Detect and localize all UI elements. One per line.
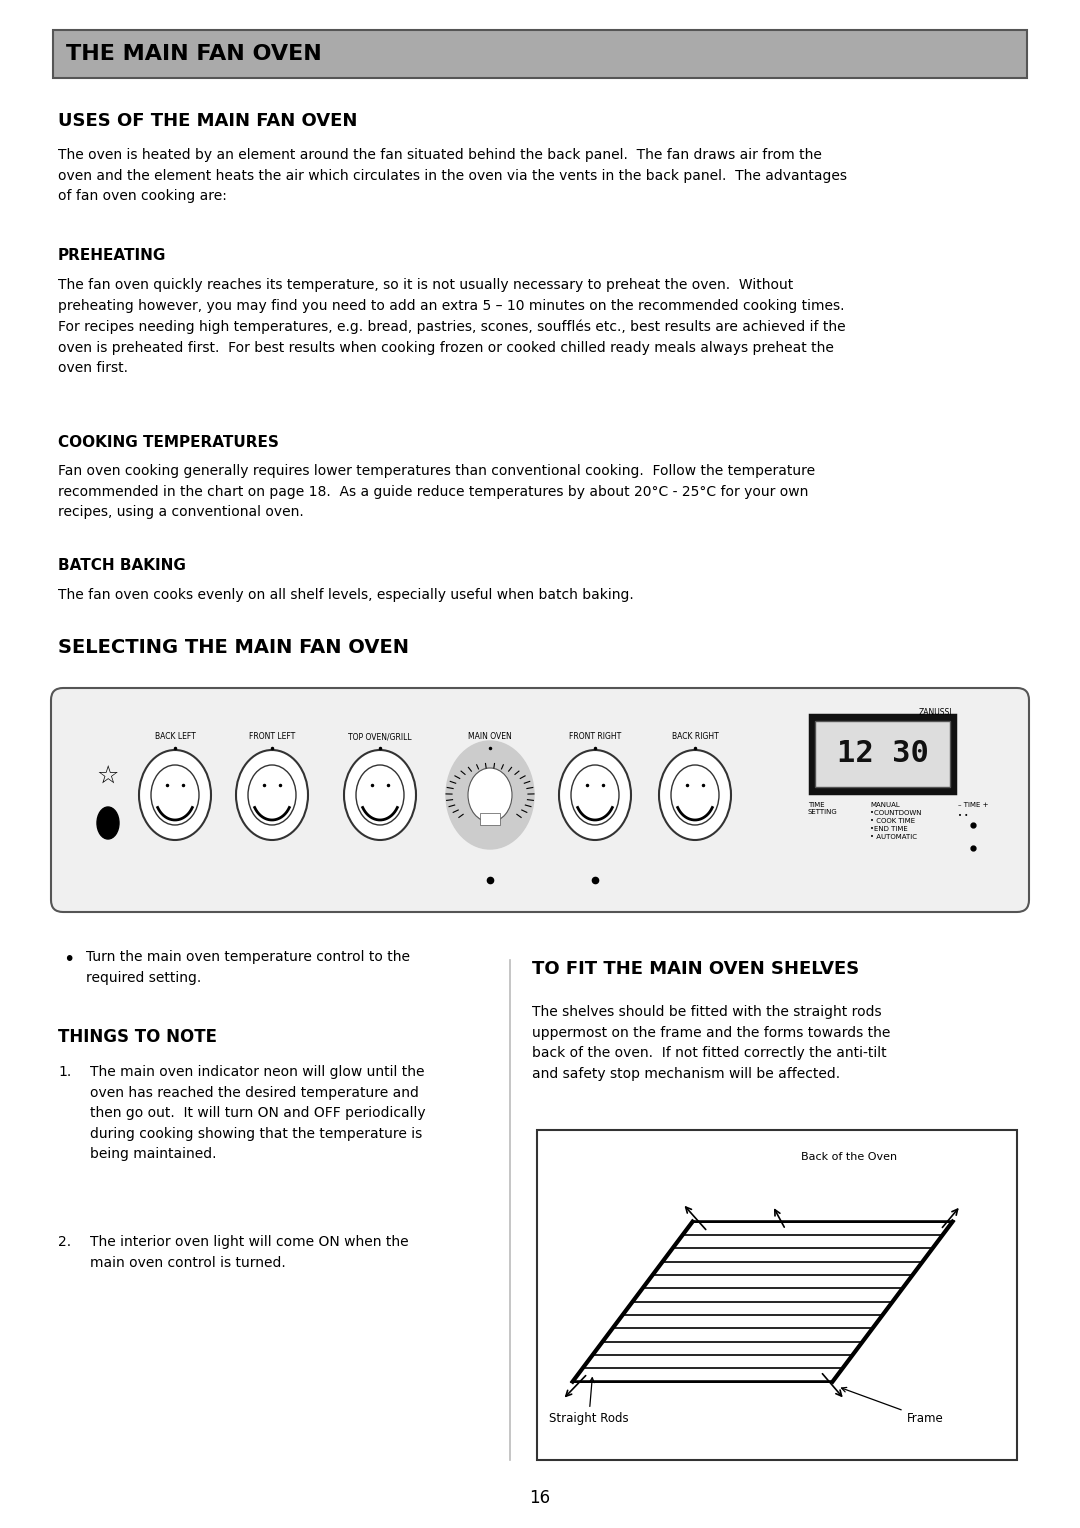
Ellipse shape (139, 750, 211, 840)
Text: BATCH BAKING: BATCH BAKING (58, 558, 186, 573)
Bar (537, 1131, 1017, 1459)
Text: FRONT RIGHT: FRONT RIGHT (569, 732, 621, 741)
Bar (810, 715, 955, 793)
Text: Back of the Oven: Back of the Oven (801, 1152, 897, 1161)
FancyBboxPatch shape (51, 688, 1029, 912)
Text: The fan oven cooks evenly on all shelf levels, especially useful when batch baki: The fan oven cooks evenly on all shelf l… (58, 588, 634, 602)
Text: ☆: ☆ (97, 766, 119, 788)
Ellipse shape (659, 750, 731, 840)
Ellipse shape (571, 766, 619, 825)
Text: Turn the main oven temperature control to the
required setting.: Turn the main oven temperature control t… (86, 950, 410, 984)
Bar (815, 721, 950, 787)
Text: 12 30: 12 30 (837, 740, 929, 769)
Text: USES OF THE MAIN FAN OVEN: USES OF THE MAIN FAN OVEN (58, 112, 357, 130)
Text: 2.: 2. (58, 1235, 71, 1248)
Ellipse shape (468, 769, 512, 822)
Text: ZANUSSI: ZANUSSI (918, 707, 951, 717)
Ellipse shape (559, 750, 631, 840)
Text: The fan oven quickly reaches its temperature, so it is not usually necessary to : The fan oven quickly reaches its tempera… (58, 278, 846, 376)
Text: Frame: Frame (841, 1387, 943, 1426)
Ellipse shape (248, 766, 296, 825)
Ellipse shape (345, 750, 416, 840)
Text: Fan oven cooking generally requires lower temperatures than conventional cooking: Fan oven cooking generally requires lowe… (58, 465, 815, 520)
Text: The main oven indicator neon will glow until the
oven has reached the desired te: The main oven indicator neon will glow u… (90, 1065, 426, 1161)
Text: PREHEATING: PREHEATING (58, 248, 166, 263)
Text: MAIN OVEN: MAIN OVEN (468, 732, 512, 741)
Text: THINGS TO NOTE: THINGS TO NOTE (58, 1028, 217, 1047)
Text: FRONT LEFT: FRONT LEFT (248, 732, 295, 741)
Text: THE MAIN FAN OVEN: THE MAIN FAN OVEN (66, 44, 322, 64)
Text: The interior oven light will come ON when the
main oven control is turned.: The interior oven light will come ON whe… (90, 1235, 408, 1270)
Bar (53, 31, 1027, 78)
Text: The oven is heated by an element around the fan situated behind the back panel. : The oven is heated by an element around … (58, 148, 847, 203)
Text: TIME
SETTING: TIME SETTING (808, 802, 838, 816)
Text: – TIME +
• •: – TIME + • • (958, 802, 988, 819)
Text: 1.: 1. (58, 1065, 71, 1079)
Text: •: • (63, 950, 75, 969)
Text: COOKING TEMPERATURES: COOKING TEMPERATURES (58, 435, 279, 451)
Ellipse shape (151, 766, 199, 825)
Bar (480, 813, 500, 825)
Ellipse shape (446, 741, 534, 850)
Ellipse shape (97, 807, 119, 839)
Text: TO FIT THE MAIN OVEN SHELVES: TO FIT THE MAIN OVEN SHELVES (532, 960, 860, 978)
Text: Straight Rods: Straight Rods (549, 1378, 629, 1426)
Text: 16: 16 (529, 1488, 551, 1507)
Text: The shelves should be fitted with the straight rods
uppermost on the frame and t: The shelves should be fitted with the st… (532, 1005, 890, 1080)
Ellipse shape (671, 766, 719, 825)
Ellipse shape (356, 766, 404, 825)
Text: MANUAL
•COUNTDOWN
• COOK TIME
•END TIME
• AUTOMATIC: MANUAL •COUNTDOWN • COOK TIME •END TIME … (870, 802, 921, 840)
Text: SELECTING THE MAIN FAN OVEN: SELECTING THE MAIN FAN OVEN (58, 639, 409, 657)
Text: BACK LEFT: BACK LEFT (154, 732, 195, 741)
Ellipse shape (237, 750, 308, 840)
Text: BACK RIGHT: BACK RIGHT (672, 732, 718, 741)
Text: TOP OVEN/GRILL: TOP OVEN/GRILL (348, 732, 411, 741)
